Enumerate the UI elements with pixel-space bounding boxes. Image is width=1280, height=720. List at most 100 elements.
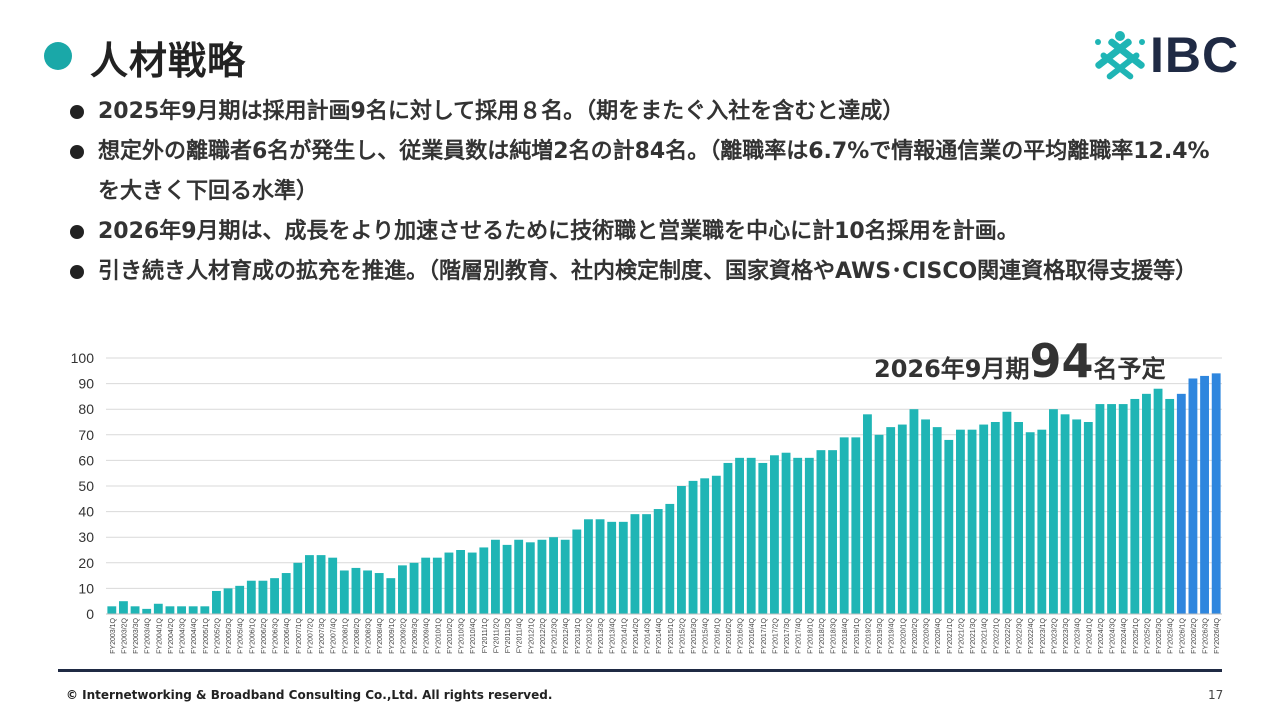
bar xyxy=(432,557,442,614)
bar xyxy=(537,539,547,614)
x-tick-label: FY2024/1Q xyxy=(1086,617,1093,653)
bar xyxy=(1142,393,1151,614)
x-tick-label: FY2020/3Q xyxy=(924,617,931,653)
bar xyxy=(1025,432,1035,614)
x-tick-label: FY2003/2Q xyxy=(121,617,128,653)
bar xyxy=(874,434,884,614)
bar xyxy=(281,573,291,614)
bar xyxy=(270,578,279,614)
forecast-value: 94 xyxy=(1029,334,1094,388)
x-tick-label: FY2018/3Q xyxy=(831,617,838,653)
x-tick-label: FY2023/3Q xyxy=(1063,617,1070,653)
x-tick-label: FY2003/1Q xyxy=(110,617,117,653)
x-tick-label: FY2005/2Q xyxy=(214,617,221,653)
y-tick-label: 100 xyxy=(71,350,95,366)
x-tick-label: FY2023/2Q xyxy=(1051,617,1058,653)
x-tick-label: FY2005/4Q xyxy=(238,617,245,653)
x-tick-label: FY2008/2Q xyxy=(354,617,361,653)
bar xyxy=(839,437,849,614)
footer-divider xyxy=(58,669,1222,672)
bar xyxy=(339,570,349,614)
bar xyxy=(328,557,338,614)
x-tick-label: FY2013/3Q xyxy=(598,617,605,653)
x-tick-label: FY2023/1Q xyxy=(1040,617,1047,653)
x-tick-label: FY2018/2Q xyxy=(819,617,826,653)
x-tick-label: FY2009/1Q xyxy=(389,617,396,653)
bar xyxy=(735,457,744,614)
x-tick-label: FY2017/4Q xyxy=(796,617,803,653)
x-tick-label: FY2003/3Q xyxy=(133,617,140,653)
x-tick-label: FY2024/4Q xyxy=(1121,617,1128,653)
y-tick-label: 10 xyxy=(78,580,94,596)
page-title: 人材戦略 xyxy=(90,39,247,83)
title-bullet-icon xyxy=(44,42,72,70)
bar xyxy=(584,519,593,614)
bar xyxy=(119,601,128,614)
x-tick-label: FY2013/4Q xyxy=(610,617,617,653)
copyright-text: © Internetworking & Broadband Consulting… xyxy=(66,688,553,702)
bar xyxy=(514,539,524,614)
x-tick-label: FY2004/2Q xyxy=(168,617,175,653)
bar xyxy=(258,580,268,614)
x-tick-label: FY2006/3Q xyxy=(273,617,280,653)
bar xyxy=(700,478,710,614)
x-tick-label: FY2022/3Q xyxy=(1017,617,1024,653)
bar xyxy=(1211,373,1221,614)
x-tick-label: FY2009/2Q xyxy=(400,617,407,653)
bar xyxy=(1176,393,1186,614)
x-tick-label: FY2019/2Q xyxy=(865,617,872,653)
bar xyxy=(793,457,803,614)
bar xyxy=(1107,404,1116,614)
bar xyxy=(1130,398,1140,614)
bar xyxy=(1153,388,1163,614)
bullet-item: 想定外の離職者6名が発生し、従業員数は純増2名の計84名。（離職率は6.7%で情… xyxy=(66,132,1226,212)
bar xyxy=(781,452,791,614)
y-tick-label: 80 xyxy=(78,401,94,417)
bar xyxy=(1118,404,1128,614)
bar xyxy=(863,414,872,614)
x-tick-label: FY2011/4Q xyxy=(517,617,524,653)
x-tick-label: FY2020/4Q xyxy=(935,617,942,653)
x-tick-label: FY2007/3Q xyxy=(319,617,326,653)
x-tick-label: FY2012/2Q xyxy=(540,617,547,653)
bar xyxy=(246,580,256,614)
x-tick-label: FY2016/3Q xyxy=(738,617,745,653)
x-tick-label: FY2026/3Q xyxy=(1203,617,1210,653)
bar xyxy=(618,521,628,614)
bar xyxy=(828,450,837,614)
bar xyxy=(572,529,582,614)
x-tick-label: FY2004/4Q xyxy=(191,617,198,653)
x-tick-label: FY2007/4Q xyxy=(331,617,338,653)
bar xyxy=(607,521,617,614)
x-tick-label: FY2017/1Q xyxy=(761,617,768,653)
x-tick-label: FY2018/1Q xyxy=(807,617,814,653)
bar xyxy=(1083,422,1093,614)
x-tick-label: FY2012/1Q xyxy=(528,617,535,653)
bar xyxy=(653,509,663,614)
x-tick-label: FY2011/1Q xyxy=(482,617,489,653)
bar xyxy=(177,606,186,614)
bar xyxy=(758,462,768,614)
bar xyxy=(188,606,198,614)
bar xyxy=(560,539,570,614)
x-tick-label: FY2015/3Q xyxy=(691,617,698,653)
bar xyxy=(398,565,407,614)
y-tick-label: 40 xyxy=(78,504,94,520)
y-tick-label: 0 xyxy=(86,606,94,622)
bullet-item: 2025年9月期は採用計画9名に対して採用８名。（期をまたぐ入社を含むと達成） xyxy=(66,92,1226,132)
x-tick-label: FY2019/3Q xyxy=(877,617,884,653)
bar xyxy=(944,439,954,614)
bar xyxy=(212,590,221,614)
x-tick-label: FY2020/2Q xyxy=(912,617,919,653)
forecast-callout: 2026年9月期94名予定 xyxy=(874,334,1166,388)
x-tick-label: FY2021/4Q xyxy=(982,617,989,653)
x-tick-label: FY2010/1Q xyxy=(435,617,442,653)
bar xyxy=(235,585,245,614)
bar xyxy=(990,422,1000,614)
x-tick-label: FY2017/2Q xyxy=(772,617,779,653)
x-tick-label: FY2007/1Q xyxy=(296,617,303,653)
x-tick-label: FY2006/2Q xyxy=(261,617,268,653)
x-tick-label: FY2021/3Q xyxy=(970,617,977,653)
bar xyxy=(967,429,977,614)
x-tick-label: FY2006/1Q xyxy=(249,617,256,653)
